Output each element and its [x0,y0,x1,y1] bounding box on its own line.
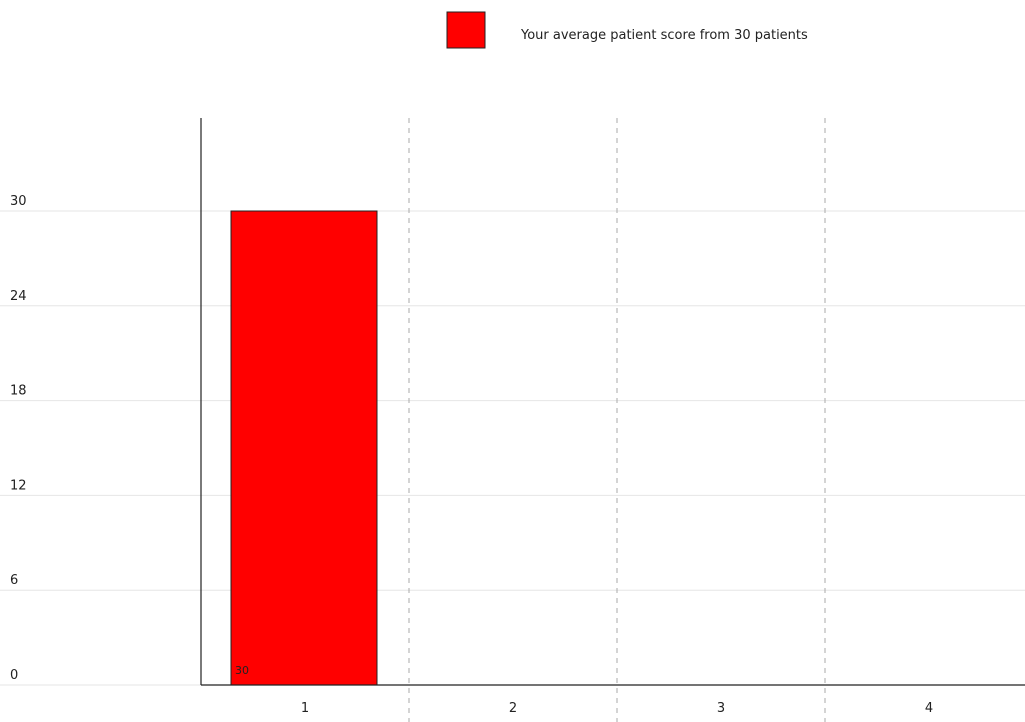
category-dividers [408,118,826,722]
bar-data-label: 30 [235,664,249,677]
axes [200,118,1025,686]
y-tick-label: 0 [10,668,18,683]
y-tick-label: 6 [10,573,18,588]
x-tick-label: 1 [301,701,309,716]
y-tick-labels: 0 6 12 18 24 30 [10,194,27,683]
legend-swatch [446,11,486,49]
x-tick-label: 3 [717,701,725,716]
y-tick-label: 12 [10,478,27,493]
x-tick-labels: 1 2 3 4 [301,701,933,716]
legend-label: Your average patient score from 30 patie… [520,28,808,43]
x-tick-label: 2 [509,701,517,716]
gridlines [0,210,1025,686]
x-tick-label: 4 [925,701,933,716]
y-tick-label: 24 [10,289,27,304]
legend: Your average patient score from 30 patie… [446,11,808,49]
bars [230,210,378,686]
data-labels: 30 [235,664,249,677]
y-tick-label: 30 [10,194,27,209]
bar [230,210,378,686]
y-tick-label: 18 [10,384,27,399]
